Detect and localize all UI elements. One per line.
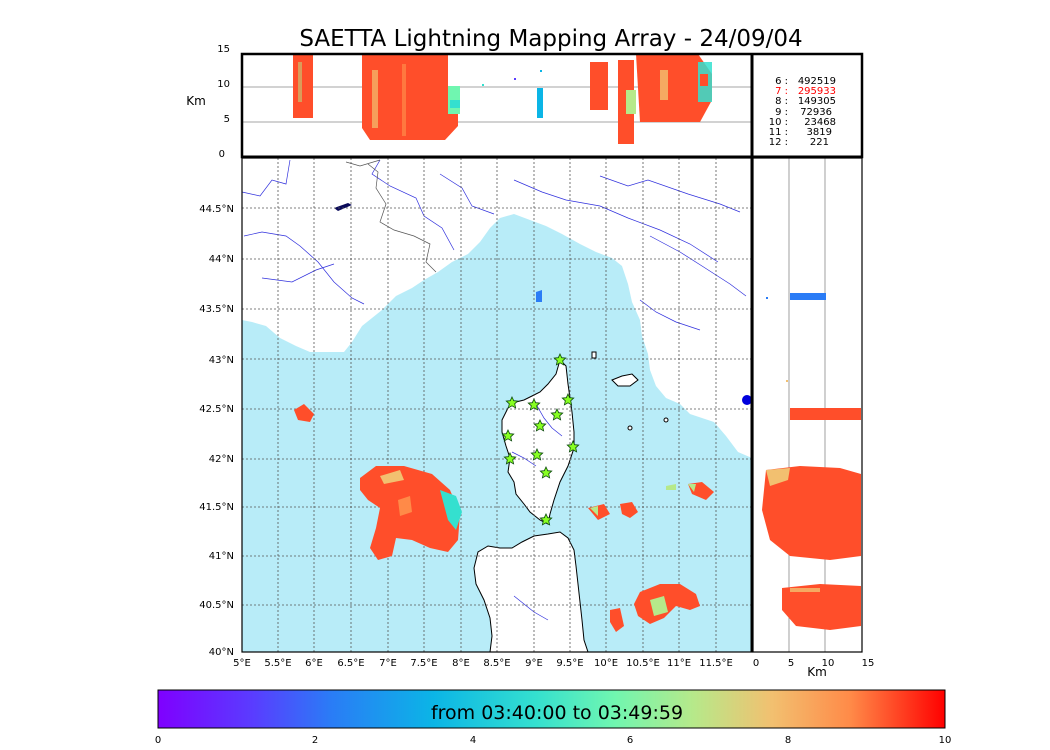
source-count-legend: 6 : 492519 7 : 295933 8 : 149305 9 : 729… [769,76,836,148]
lat-tick: 42.5°N [199,404,234,415]
count-value: 295933 [798,86,836,97]
lon-ticks: 5°E 5.5°E 6°E 6.5°E 7°E 7.5°E 8°E 8.5°E … [233,658,733,669]
count-value: 492519 [798,76,836,87]
colorbar-tick: 0 [155,735,161,746]
lightning-sources [294,290,752,632]
lon-tick: 10°E [594,658,618,669]
lat-tick: 42°N [209,454,234,465]
sea-area [242,214,752,652]
lon-tick: 8.5°E [483,658,510,669]
lat-tick: 41°N [209,551,234,562]
top-ytick: 15 [217,44,230,55]
top-storm-points [293,54,712,144]
top-ytick: 10 [217,79,230,90]
side-xtick: 5 [788,658,794,669]
lma-stations [501,353,580,526]
count-label: 8 : [775,96,788,107]
rivers [242,159,747,621]
side-xlabel: Km [807,665,827,679]
lon-tick: 8°E [452,658,470,669]
map-panel: 44.5°N 44°N 43.5°N 43°N 42.5°N 42°N 41.5… [199,155,862,669]
count-label: 11 : [769,127,788,138]
lon-tick: 9°E [525,658,543,669]
side-storm-points [762,293,861,630]
lon-tick: 11.5°E [699,658,733,669]
sardinia-island [473,531,589,652]
side-altitude-panel: 0 5 10 15 Km [752,157,875,679]
lat-tick: 43°N [209,355,234,366]
lon-tick: 7.5°E [410,658,437,669]
count-value: 149305 [798,96,836,107]
lat-tick: 43.5°N [199,304,234,315]
colorbar-tick: 6 [627,735,633,746]
count-label: 10 : [769,117,788,128]
lat-tick: 40°N [209,647,234,658]
count-label: 9 : [775,107,788,118]
count-value: 221 [810,137,829,148]
lat-tick: 44.5°N [199,204,234,215]
lon-tick: 9.5°E [556,658,583,669]
top-ytick: 5 [224,114,230,125]
top-ylabel: Km [186,94,206,108]
lat-ticks: 44.5°N 44°N 43.5°N 43°N 42.5°N 42°N 41.5… [199,204,234,658]
count-label: 6 : [775,76,788,87]
top-ytick: 0 [219,149,225,160]
lon-tick: 5.5°E [264,658,291,669]
lon-tick: 10.5°E [626,658,660,669]
lat-tick: 40.5°N [199,600,234,611]
lon-tick: 7°E [379,658,397,669]
count-label: 7 : [775,86,788,97]
lat-tick: 44°N [209,254,234,265]
lon-tick: 11°E [667,658,691,669]
count-value: 72936 [800,107,832,118]
side-xtick: 10 [822,658,835,669]
colorbar-label: from 03:40:00 to 03:49:59 [431,702,683,724]
count-value: 23468 [804,117,836,128]
lat-tick: 41.5°N [199,502,234,513]
lon-tick: 5°E [233,658,251,669]
count-value: 3819 [807,127,832,138]
time-colorbar: from 03:40:00 to 03:49:59 0 2 4 6 8 10 [155,689,952,746]
colorbar-tick: 8 [785,735,791,746]
colorbar-tick: 10 [939,735,952,746]
side-xtick: 15 [862,658,875,669]
colorbar-tick: 4 [470,735,476,746]
top-altitude-panel: 15 10 5 0 Km 6 : 492519 7 : 295933 8 : 1… [186,44,864,160]
lon-tick: 6°E [305,658,323,669]
chart-title: SAETTA Lightning Mapping Array - 24/09/0… [299,26,802,52]
corsica-island [501,359,575,525]
colorbar-tick: 2 [312,735,318,746]
count-label: 12 : [769,137,788,148]
side-xtick: 0 [753,658,759,669]
lon-tick: 6.5°E [337,658,364,669]
